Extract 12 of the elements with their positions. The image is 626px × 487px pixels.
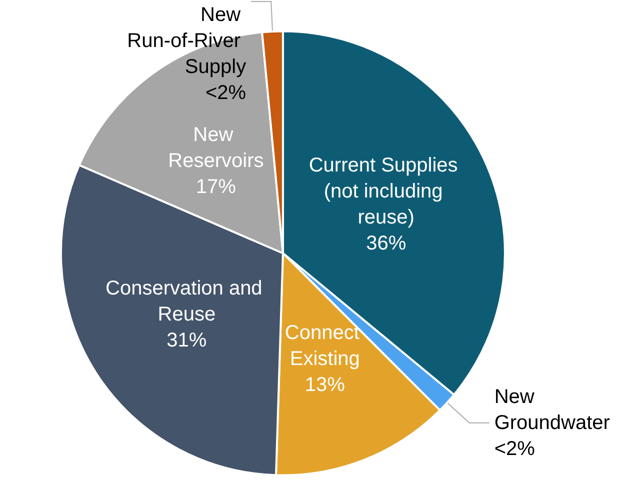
slice-label: Current Supplies (not including reuse) [308,154,464,229]
data-label: <2% [494,438,536,460]
data-label: <2% [205,82,246,104]
data-label: 36% [366,232,406,255]
slice-label: Connect Existing [284,322,365,370]
slice-label: New Groundwater [494,386,610,434]
slice-label: New Reservoirs [168,124,264,172]
data-label: 17% [196,176,236,198]
data-label: 13% [304,374,346,396]
slice-label: Conservation and Reuse [106,277,268,326]
data-label: 31% [166,329,207,352]
slice-label: New Run-of-River Supply [127,4,246,78]
